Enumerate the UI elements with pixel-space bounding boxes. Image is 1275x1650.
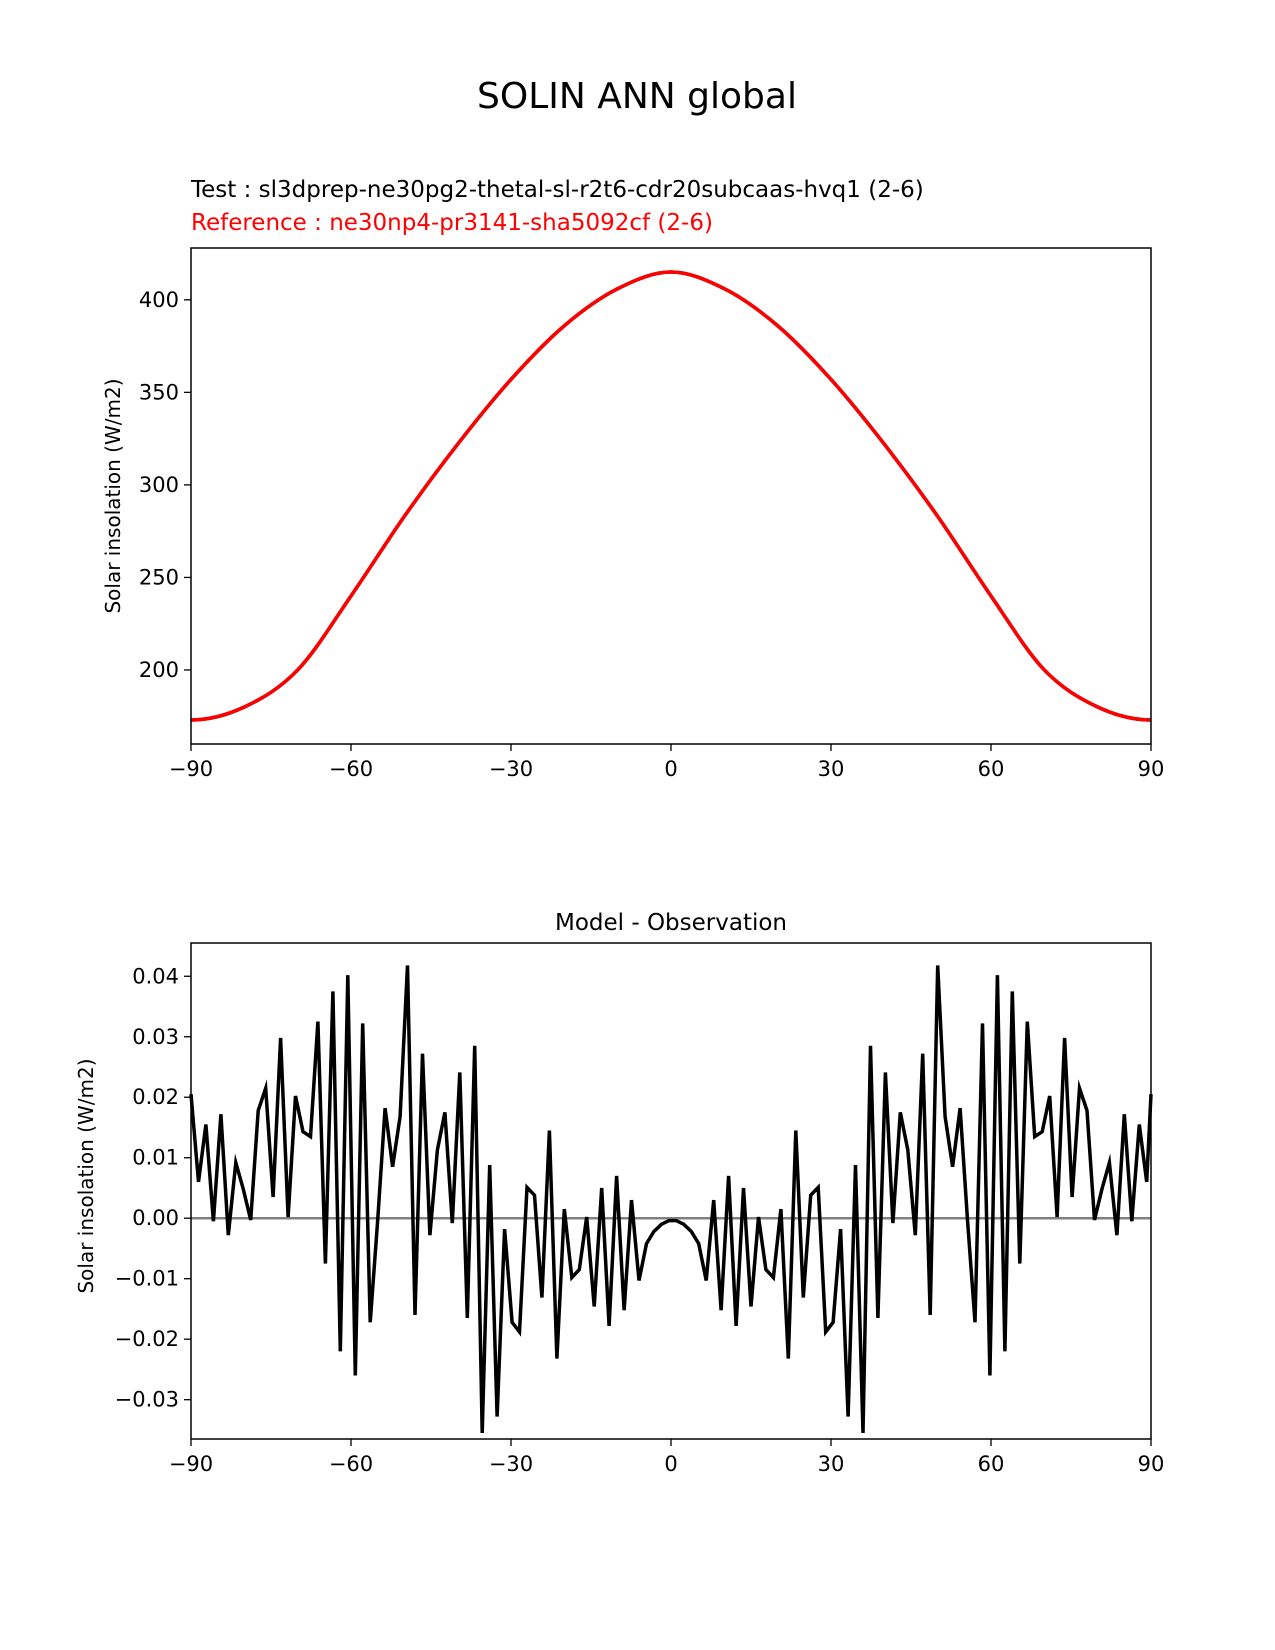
top-plot-frame xyxy=(190,247,1152,745)
y-tick-label: 200 xyxy=(139,658,179,682)
x-tick-label: −60 xyxy=(329,1452,373,1476)
x-tick-label: 30 xyxy=(818,757,845,781)
y-tick-label: 350 xyxy=(139,380,179,404)
y-tick-label: 0.02 xyxy=(132,1085,179,1109)
y-tick-label: 300 xyxy=(139,473,179,497)
y-tick-label: 0.01 xyxy=(132,1146,179,1170)
difference-plot-area: −90 −60 −30 0 30 60 90 −0.03 −0.02 −0.01 0.00 0.01 0… xyxy=(115,964,1165,1476)
top-y-axis-label: Solar insolation (W/m2) xyxy=(101,378,125,613)
x-tick-label: 60 xyxy=(978,1452,1005,1476)
difference-title: Model - Observation xyxy=(555,910,787,936)
insolation-panel: Test : sl3dprep-ne30pg2-thetal-sl-r2t6-c… xyxy=(101,177,1164,781)
x-tick-label: 0 xyxy=(664,1452,677,1476)
test-title: Test : sl3dprep-ne30pg2-thetal-sl-r2t6-c… xyxy=(190,177,924,203)
y-tick-label: 400 xyxy=(139,288,179,312)
x-tick-label: −90 xyxy=(169,757,213,781)
x-tick-label: −30 xyxy=(489,757,533,781)
difference-series-line xyxy=(189,965,1153,1434)
x-tick-label: −30 xyxy=(489,1452,533,1476)
figure-title: SOLIN ANN global xyxy=(477,76,797,117)
bottom-plot-frame xyxy=(190,942,1152,1440)
x-tick-label: 60 xyxy=(978,757,1005,781)
x-tick-label: 30 xyxy=(818,1452,845,1476)
reference-title: Reference : ne30np4-pr3141-sha5092cf (2-… xyxy=(191,210,713,236)
x-tick-label: 90 xyxy=(1138,757,1165,781)
y-tick-label: 250 xyxy=(139,565,179,589)
x-tick-label: 90 xyxy=(1138,1452,1165,1476)
difference-panel: Model - Observation Solar insolation (W/… xyxy=(74,910,1164,1476)
x-tick-label: −90 xyxy=(169,1452,213,1476)
bottom-y-axis-label: Solar insolation (W/m2) xyxy=(74,1058,98,1293)
y-tick-label: −0.03 xyxy=(115,1388,179,1412)
y-tick-label: 0.04 xyxy=(132,964,179,988)
y-tick-label: 0.03 xyxy=(132,1025,179,1049)
x-tick-label: −60 xyxy=(329,757,373,781)
y-tick-label: −0.02 xyxy=(115,1327,179,1351)
test-series-line xyxy=(190,270,1152,722)
y-tick-label: −0.01 xyxy=(115,1267,179,1291)
reference-series-line xyxy=(190,270,1152,722)
x-tick-label: 0 xyxy=(664,757,677,781)
insolation-plot-area: −90 −60 −30 0 30 60 90 200 250 300 350 400 xyxy=(139,270,1165,781)
y-tick-label: 0.00 xyxy=(132,1206,179,1230)
